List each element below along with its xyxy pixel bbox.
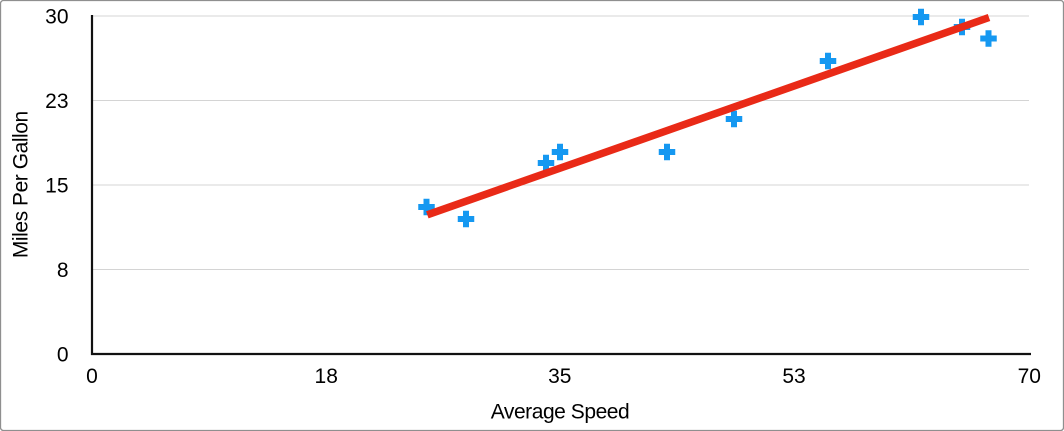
svg-text:70: 70 <box>1018 365 1041 388</box>
svg-text:35: 35 <box>548 365 571 388</box>
svg-text:0: 0 <box>57 344 69 367</box>
svg-text:Average Speed: Average Speed <box>491 401 630 424</box>
svg-text:30: 30 <box>45 6 68 29</box>
svg-text:18: 18 <box>315 365 338 388</box>
svg-text:23: 23 <box>45 90 68 113</box>
svg-text:0: 0 <box>86 365 98 388</box>
svg-text:53: 53 <box>782 365 805 388</box>
svg-text:8: 8 <box>57 259 69 282</box>
svg-text:Miles Per Gallon: Miles Per Gallon <box>10 111 33 258</box>
svg-text:15: 15 <box>45 175 68 198</box>
